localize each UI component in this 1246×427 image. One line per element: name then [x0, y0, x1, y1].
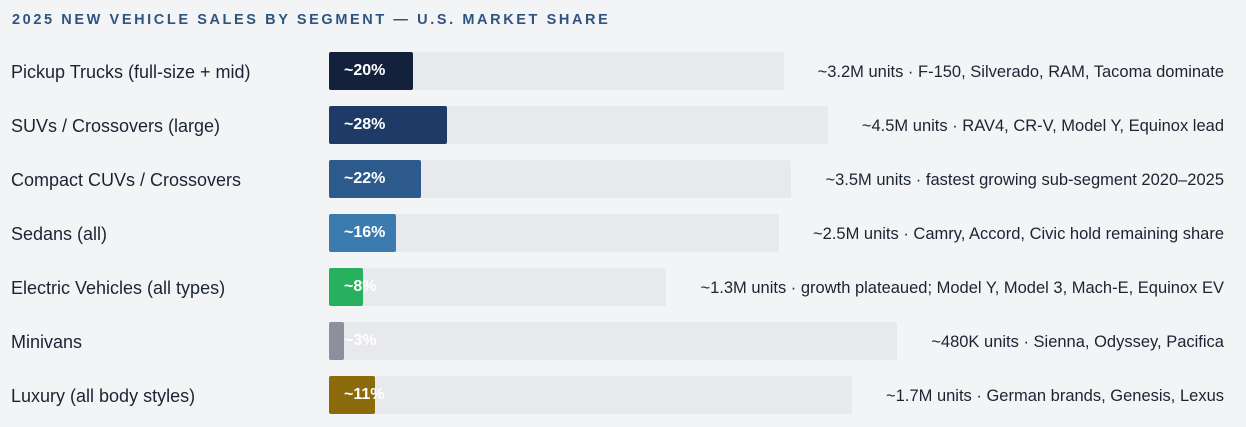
category-label: Minivans [11, 332, 83, 352]
category-label: Pickup Trucks (full-size + mid) [11, 62, 251, 82]
chart-title: 2025 NEW VEHICLE SALES BY SEGMENT — U.S.… [12, 12, 611, 28]
bar-track [329, 376, 853, 414]
bar-row: Electric Vehicles (all types) ~8% ~1.3M un… [0, 268, 1246, 308]
bar-track [329, 322, 898, 360]
bar-annotation: ~480K units · Sienna, Odyssey, Pacifica [931, 333, 1224, 351]
bar-fill [329, 106, 447, 144]
bar-annotation: ~1.3M units · growth plateaued; Model Y,… [700, 279, 1224, 297]
bar-track [329, 214, 780, 252]
bar-annotation: ~4.5M units · RAV4, CR-V, Model Y, Equin… [861, 117, 1224, 135]
bar-fill [329, 160, 422, 198]
bar-value-label: ~28% [344, 116, 386, 133]
bar-value-label: ~8% [344, 278, 377, 295]
bar-fill [329, 52, 413, 90]
category-label: Sedans (all) [11, 224, 108, 244]
category-label: Compact CUVs / Crossovers [11, 170, 242, 190]
bar-value-label: ~16% [344, 224, 386, 241]
bar-value-label: ~22% [344, 170, 386, 187]
bar-annotation: ~1.7M units · German brands, Genesis, Le… [886, 387, 1224, 405]
bar-fill [329, 322, 344, 360]
bar-value-label: ~20% [344, 62, 386, 79]
bar-value-label: ~3% [344, 332, 377, 349]
bar-row: Sedans (all) ~16% ~2.5M units · Camry, Acc… [0, 214, 1246, 254]
category-label: Electric Vehicles (all types) [11, 278, 226, 298]
bar-row: Compact CUVs / Crossovers ~22% ~3.5M units… [0, 160, 1246, 200]
bar-fill [329, 214, 397, 252]
bar-annotation: ~3.2M units · F-150, Silverado, RAM, Tac… [817, 63, 1224, 81]
bar-fill [329, 376, 376, 414]
bar-annotation: ~3.5M units · fastest growing sub-segmen… [825, 171, 1224, 189]
bar-row: Pickup Trucks (full-size + mid) ~20% ~3.2M… [0, 52, 1246, 92]
bar-row: SUVs / Crossovers (large) ~28% ~4.5M units… [0, 106, 1246, 146]
bar-annotation: ~2.5M units · Camry, Accord, Civic hold … [813, 225, 1224, 243]
category-label: SUVs / Crossovers (large) [11, 116, 221, 136]
bar-row: Luxury (all body styles) ~11% ~1.7M units … [0, 376, 1246, 416]
bar-track [329, 268, 667, 306]
bar-fill [329, 268, 363, 306]
bar-row: Minivans ~3% ~480K units · Sienna, Odyssey… [0, 322, 1246, 362]
bar-value-label: ~11% [344, 386, 385, 403]
category-label: Luxury (all body styles) [11, 386, 196, 406]
